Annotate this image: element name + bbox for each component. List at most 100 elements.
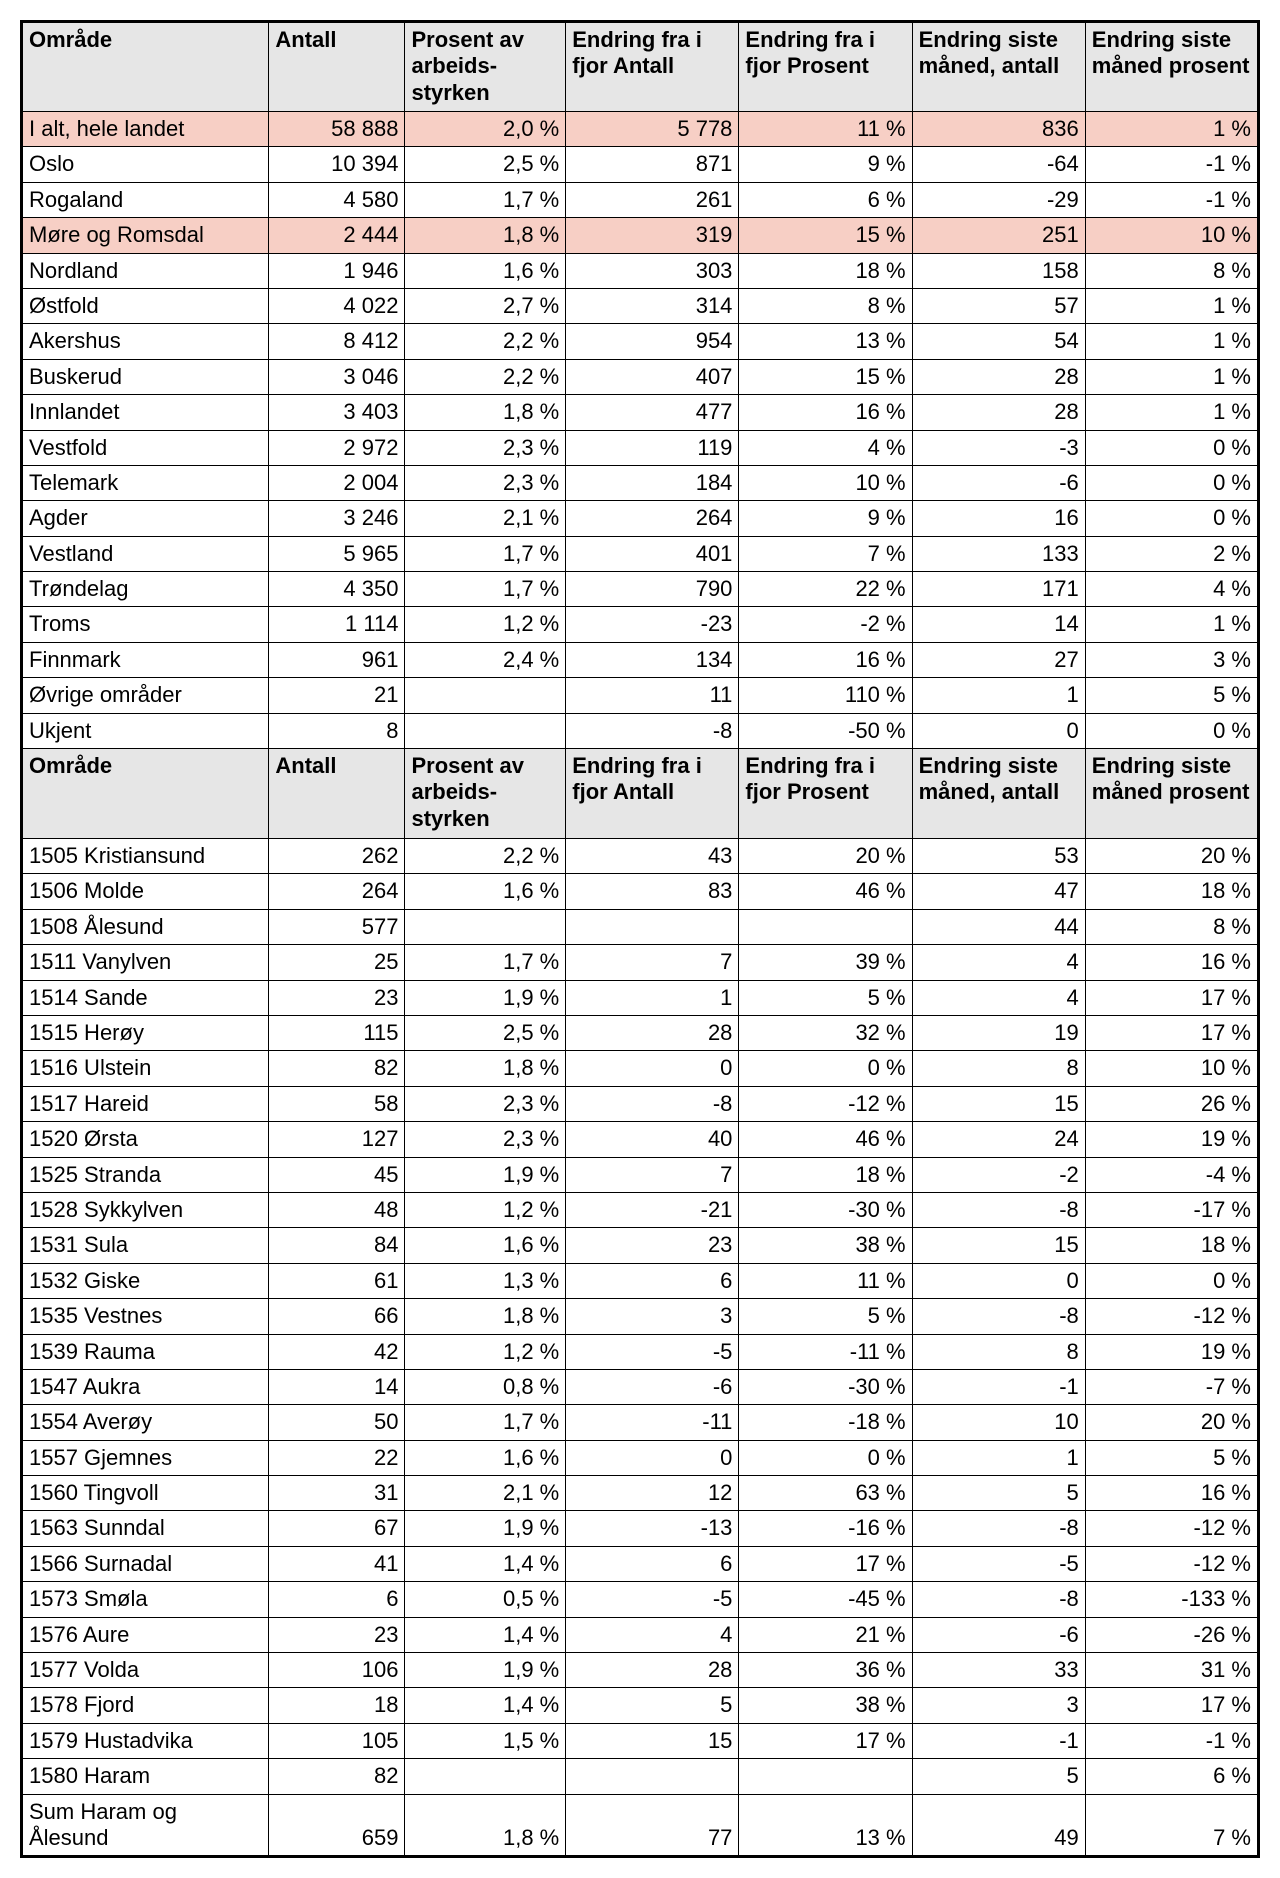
cell-chgP: 4 % bbox=[739, 430, 912, 465]
cell-chgP: 46 % bbox=[739, 874, 912, 909]
cell-chgA: 12 bbox=[566, 1476, 739, 1511]
column-header-chgP: Endring fra i fjor Prosent bbox=[739, 22, 912, 112]
cell-chgP: -18 % bbox=[739, 1405, 912, 1440]
cell-lmA: 33 bbox=[912, 1653, 1085, 1688]
cell-chgA: -8 bbox=[566, 713, 739, 748]
cell-pct: 2,1 % bbox=[405, 1476, 566, 1511]
cell-lmP: 17 % bbox=[1085, 980, 1258, 1015]
cell-chgP: 13 % bbox=[739, 1794, 912, 1857]
cell-lmP: 20 % bbox=[1085, 839, 1258, 874]
cell-chgP bbox=[739, 1759, 912, 1794]
column-header-lmA: Endring siste måned, antall bbox=[912, 749, 1085, 839]
cell-chgP: -30 % bbox=[739, 1192, 912, 1227]
cell-lmA: 1 bbox=[912, 678, 1085, 713]
cell-area: Troms bbox=[22, 607, 269, 642]
cell-lmP: -1 % bbox=[1085, 1723, 1258, 1758]
cell-pct bbox=[405, 909, 566, 944]
cell-chgA: 319 bbox=[566, 218, 739, 253]
cell-area: Innlandet bbox=[22, 395, 269, 430]
cell-chgP: -12 % bbox=[739, 1086, 912, 1121]
cell-chgP bbox=[739, 909, 912, 944]
cell-chgA: 1 bbox=[566, 980, 739, 1015]
cell-lmP: -26 % bbox=[1085, 1617, 1258, 1652]
cell-pct: 2,3 % bbox=[405, 1122, 566, 1157]
cell-lmA: 133 bbox=[912, 536, 1085, 571]
cell-chgA: 477 bbox=[566, 395, 739, 430]
cell-area: 1506 Molde bbox=[22, 874, 269, 909]
table-row: 1580 Haram8256 % bbox=[22, 1759, 1259, 1794]
cell-lmA: 53 bbox=[912, 839, 1085, 874]
table-row: 1535 Vestnes661,8 %35 %-8-12 % bbox=[22, 1299, 1259, 1334]
cell-chgA: 0 bbox=[566, 1440, 739, 1475]
column-header-area: Område bbox=[22, 22, 269, 112]
table-row: 1525 Stranda451,9 %718 %-2-4 % bbox=[22, 1157, 1259, 1192]
table-row: I alt, hele landet58 8882,0 %5 77811 %83… bbox=[22, 112, 1259, 147]
cell-area: Østfold bbox=[22, 288, 269, 323]
cell-antall: 66 bbox=[269, 1299, 405, 1334]
cell-antall: 4 580 bbox=[269, 182, 405, 217]
cell-lmA: 27 bbox=[912, 642, 1085, 677]
cell-pct: 2,5 % bbox=[405, 1015, 566, 1050]
column-header-pct: Prosent av arbeids-styrken bbox=[405, 22, 566, 112]
cell-chgP: 63 % bbox=[739, 1476, 912, 1511]
cell-pct bbox=[405, 1759, 566, 1794]
cell-antall: 8 412 bbox=[269, 324, 405, 359]
cell-antall: 25 bbox=[269, 945, 405, 980]
cell-chgA: 7 bbox=[566, 945, 739, 980]
table-row: 1547 Aukra140,8 %-6-30 %-1-7 % bbox=[22, 1369, 1259, 1404]
cell-area: 1557 Gjemnes bbox=[22, 1440, 269, 1475]
table-row: Finnmark9612,4 %13416 %273 % bbox=[22, 642, 1259, 677]
cell-chgA: -8 bbox=[566, 1086, 739, 1121]
table-row: Møre og Romsdal2 4441,8 %31915 %25110 % bbox=[22, 218, 1259, 253]
cell-pct: 1,3 % bbox=[405, 1263, 566, 1298]
cell-area: Ukjent bbox=[22, 713, 269, 748]
cell-lmP: 3 % bbox=[1085, 642, 1258, 677]
cell-lmA: 4 bbox=[912, 980, 1085, 1015]
table-row: 1515 Herøy1152,5 %2832 %1917 % bbox=[22, 1015, 1259, 1050]
table-row: Østfold4 0222,7 %3148 %571 % bbox=[22, 288, 1259, 323]
cell-chgA: 28 bbox=[566, 1015, 739, 1050]
cell-antall: 1 114 bbox=[269, 607, 405, 642]
cell-chgP: -16 % bbox=[739, 1511, 912, 1546]
table-row: Nordland1 9461,6 %30318 %1588 % bbox=[22, 253, 1259, 288]
cell-pct: 1,7 % bbox=[405, 945, 566, 980]
cell-chgP: 5 % bbox=[739, 980, 912, 1015]
cell-chgA: 23 bbox=[566, 1228, 739, 1263]
cell-chgA: 314 bbox=[566, 288, 739, 323]
table-row: 1579 Hustadvika1051,5 %1517 %-1-1 % bbox=[22, 1723, 1259, 1758]
column-header-pct: Prosent av arbeids-styrken bbox=[405, 749, 566, 839]
cell-chgA: 264 bbox=[566, 501, 739, 536]
cell-antall: 58 888 bbox=[269, 112, 405, 147]
cell-pct: 1,7 % bbox=[405, 1405, 566, 1440]
cell-chgP: 17 % bbox=[739, 1546, 912, 1581]
table-row: Akershus8 4122,2 %95413 %541 % bbox=[22, 324, 1259, 359]
cell-lmP: 10 % bbox=[1085, 1051, 1258, 1086]
cell-area: Buskerud bbox=[22, 359, 269, 394]
cell-lmA: 28 bbox=[912, 395, 1085, 430]
cell-pct: 1,9 % bbox=[405, 980, 566, 1015]
cell-area: 1554 Averøy bbox=[22, 1405, 269, 1440]
cell-chgP: 38 % bbox=[739, 1228, 912, 1263]
cell-area: I alt, hele landet bbox=[22, 112, 269, 147]
cell-pct: 1,6 % bbox=[405, 1228, 566, 1263]
cell-antall: 659 bbox=[269, 1794, 405, 1857]
cell-lmP: -12 % bbox=[1085, 1299, 1258, 1334]
cell-chgP: 22 % bbox=[739, 572, 912, 607]
cell-chgP: 17 % bbox=[739, 1723, 912, 1758]
table-row: 1520 Ørsta1272,3 %4046 %2419 % bbox=[22, 1122, 1259, 1157]
cell-lmA: -8 bbox=[912, 1192, 1085, 1227]
cell-pct: 1,7 % bbox=[405, 536, 566, 571]
cell-chgA: -21 bbox=[566, 1192, 739, 1227]
cell-area: 1573 Smøla bbox=[22, 1582, 269, 1617]
cell-chgA: 6 bbox=[566, 1546, 739, 1581]
cell-antall: 42 bbox=[269, 1334, 405, 1369]
cell-lmP: -1 % bbox=[1085, 147, 1258, 182]
cell-antall: 4 022 bbox=[269, 288, 405, 323]
cell-lmA: 251 bbox=[912, 218, 1085, 253]
cell-lmP: 0 % bbox=[1085, 501, 1258, 536]
cell-chgP: 18 % bbox=[739, 253, 912, 288]
cell-area: 1560 Tingvoll bbox=[22, 1476, 269, 1511]
cell-lmP: -17 % bbox=[1085, 1192, 1258, 1227]
cell-chgA: -11 bbox=[566, 1405, 739, 1440]
cell-lmP: 0 % bbox=[1085, 430, 1258, 465]
